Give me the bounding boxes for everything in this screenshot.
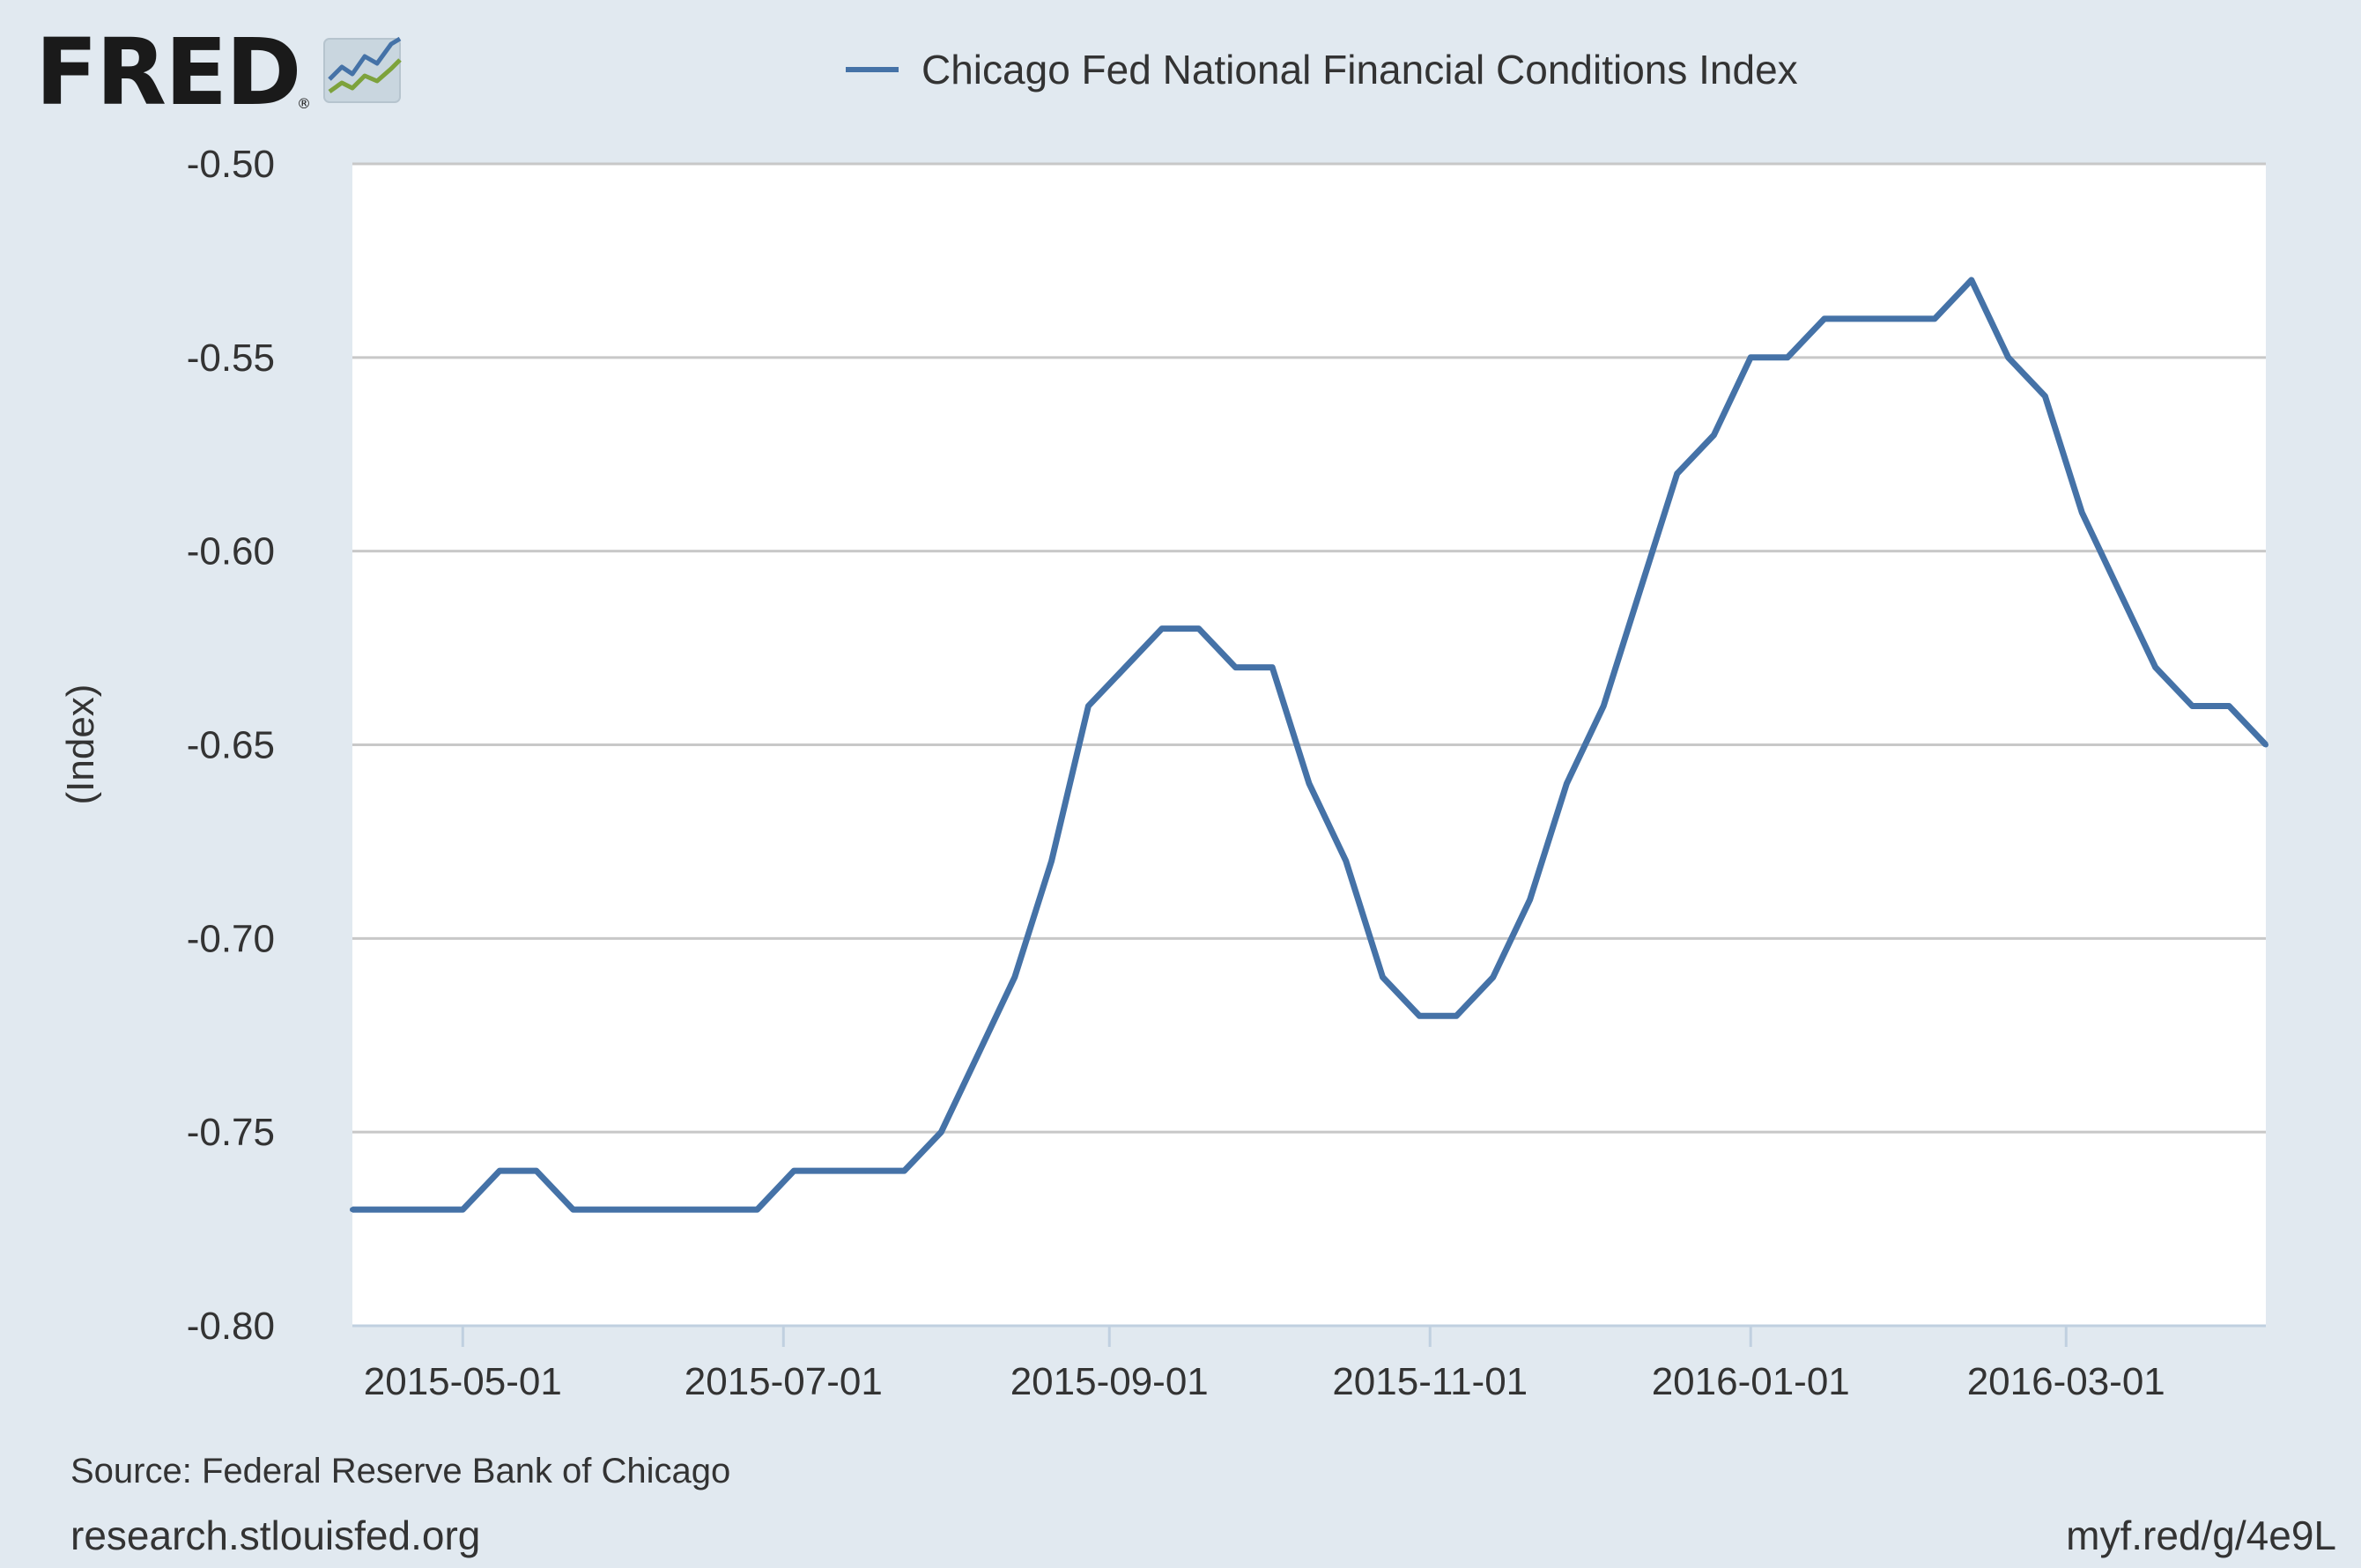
fred-logo: FRED bbox=[35, 18, 301, 126]
data-point bbox=[864, 1168, 870, 1174]
data-point bbox=[570, 1207, 576, 1213]
y-tick-label: -0.70 bbox=[187, 917, 275, 960]
data-point bbox=[1858, 315, 1864, 322]
data-point bbox=[460, 1207, 466, 1213]
x-tick-label: 2016-03-01 bbox=[1967, 1360, 2165, 1403]
legend-swatch bbox=[846, 67, 899, 72]
data-point bbox=[2042, 393, 2048, 399]
y-tick-label: -0.50 bbox=[187, 143, 275, 186]
data-point bbox=[2263, 742, 2268, 748]
data-point bbox=[644, 1207, 650, 1213]
data-point bbox=[1232, 664, 1239, 670]
y-tick-label: -0.75 bbox=[187, 1111, 275, 1154]
site-link[interactable]: research.stlouisfed.org bbox=[70, 1513, 481, 1558]
data-point bbox=[607, 1207, 613, 1213]
data-point bbox=[828, 1168, 833, 1174]
data-point bbox=[2226, 703, 2232, 709]
data-point bbox=[975, 1052, 981, 1058]
chart-legend: Chicago Fed National Financial Condition… bbox=[846, 46, 1798, 93]
data-point bbox=[1490, 974, 1496, 980]
y-tick-label: -0.65 bbox=[187, 724, 275, 767]
data-point bbox=[1417, 1013, 1423, 1019]
data-point bbox=[1785, 354, 1790, 360]
y-tick-label: -0.55 bbox=[187, 337, 275, 380]
y-tick-label: -0.80 bbox=[187, 1305, 275, 1348]
x-tick-label: 2015-05-01 bbox=[364, 1360, 562, 1403]
data-point bbox=[2005, 354, 2011, 360]
data-point bbox=[901, 1168, 907, 1174]
data-point bbox=[1158, 625, 1165, 632]
data-point bbox=[2189, 703, 2195, 709]
data-point bbox=[1968, 277, 1974, 283]
data-point bbox=[1748, 354, 1754, 360]
data-point bbox=[754, 1207, 760, 1213]
data-point bbox=[423, 1207, 429, 1213]
x-tick-label: 2015-11-01 bbox=[1332, 1360, 1528, 1403]
data-point bbox=[1821, 315, 1827, 322]
data-point bbox=[2079, 509, 2085, 515]
x-tick-label: 2016-01-01 bbox=[1652, 1360, 1850, 1403]
data-point bbox=[1601, 703, 1607, 709]
registered-mark: ® bbox=[297, 95, 311, 112]
x-tick-label: 2015-07-01 bbox=[685, 1360, 883, 1403]
legend-label: Chicago Fed National Financial Condition… bbox=[921, 47, 1798, 92]
data-point bbox=[1269, 664, 1276, 670]
data-point bbox=[1011, 974, 1018, 980]
data-point bbox=[1122, 664, 1129, 670]
data-point bbox=[1674, 470, 1680, 477]
data-point bbox=[533, 1168, 539, 1174]
data-point bbox=[386, 1207, 392, 1213]
data-point bbox=[1895, 315, 1901, 322]
data-point bbox=[1527, 897, 1533, 903]
short-link[interactable]: myf.red/g/4e9L bbox=[2066, 1513, 2336, 1558]
data-point bbox=[497, 1168, 503, 1174]
data-point bbox=[1195, 625, 1202, 632]
data-point bbox=[1048, 858, 1055, 864]
data-point bbox=[1454, 1013, 1460, 1019]
data-point bbox=[1564, 780, 1570, 787]
data-point bbox=[1380, 974, 1386, 980]
data-point bbox=[791, 1168, 797, 1174]
data-point bbox=[1306, 780, 1312, 787]
data-point bbox=[1932, 315, 1938, 322]
y-tick-label: -0.60 bbox=[187, 530, 275, 573]
data-point bbox=[350, 1207, 355, 1213]
data-point bbox=[1711, 432, 1717, 438]
data-point bbox=[717, 1207, 723, 1213]
source-note: Source: Federal Reserve Bank of Chicago bbox=[70, 1452, 731, 1490]
data-point bbox=[2115, 587, 2121, 593]
fred-logo-chart-icon bbox=[323, 36, 402, 103]
x-tick-label: 2015-09-01 bbox=[1010, 1360, 1209, 1403]
data-point bbox=[1637, 587, 1643, 593]
data-point bbox=[938, 1129, 944, 1135]
data-point bbox=[1085, 703, 1092, 709]
data-point bbox=[2152, 664, 2158, 670]
data-point bbox=[680, 1207, 686, 1213]
data-point bbox=[1343, 858, 1349, 864]
